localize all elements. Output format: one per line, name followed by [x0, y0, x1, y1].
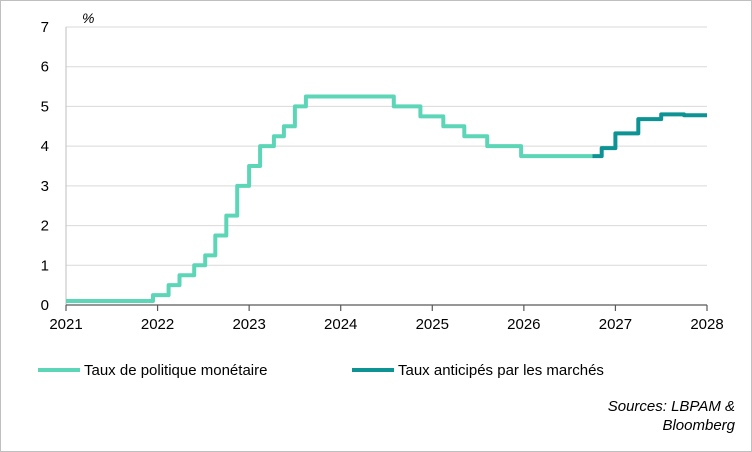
x-tick-label-2027: 2027: [599, 316, 632, 333]
y-tick-label-5: 5: [41, 98, 49, 115]
x-tick-label-2028: 2028: [690, 316, 723, 333]
y-unit-label: %: [82, 10, 94, 26]
legend-label-1: Taux de politique monétaire: [84, 362, 267, 379]
y-tick-label-3: 3: [41, 178, 49, 195]
x-tick-label-2025: 2025: [416, 316, 449, 333]
x-tick-labels: 2021 2022 2023 2024 2025 2026 2027 2028: [49, 316, 723, 333]
y-tick-label-4: 4: [41, 138, 49, 155]
x-tick-label-2022: 2022: [141, 316, 174, 333]
sources-line-1: Sources: LBPAM &: [607, 398, 735, 415]
sources-line-2: Bloomberg: [662, 417, 735, 434]
legend-item-1: Taux de politique monétaire: [38, 362, 267, 379]
y-tick-label-2: 2: [41, 218, 49, 235]
sources-note: Sources: LBPAM & Bloomberg: [608, 397, 735, 435]
legend-item-2: Taux anticipés par les marchés: [352, 362, 604, 379]
y-tick-label-7: 7: [41, 19, 49, 36]
series-line-1: [66, 94, 593, 303]
legend: Taux de politique monétaire Taux anticipé…: [38, 362, 604, 379]
axes: [65, 27, 708, 311]
series-line-2: [592, 112, 707, 159]
legend-label-2: Taux anticipés par les marchés: [398, 362, 604, 379]
y-tick-labels: 0 1 2 3 4 5 6 7: [41, 19, 49, 314]
x-tick-label-2021: 2021: [49, 316, 82, 333]
x-tick-label-2024: 2024: [324, 316, 357, 333]
y-tick-label-6: 6: [41, 59, 49, 76]
x-tick-label-2023: 2023: [232, 316, 265, 333]
x-tick-label-2026: 2026: [507, 316, 540, 333]
y-tick-label-1: 1: [41, 257, 49, 274]
series-lines: [66, 94, 707, 303]
gridlines: [66, 26, 707, 266]
y-tick-label-0: 0: [41, 297, 49, 314]
